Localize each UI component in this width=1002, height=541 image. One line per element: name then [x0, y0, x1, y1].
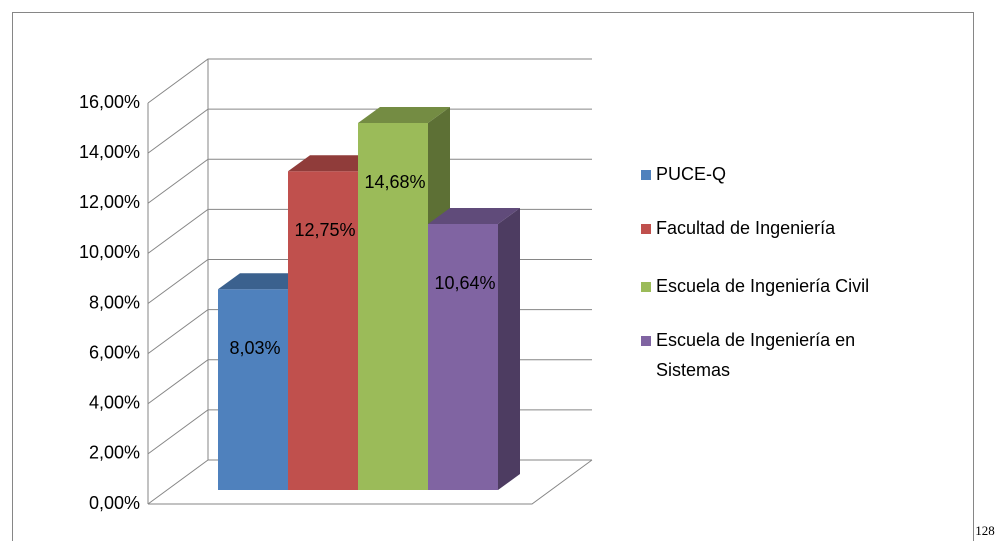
bar-top	[428, 208, 520, 224]
legend-label: PUCE-Q	[656, 164, 726, 184]
bar	[218, 289, 288, 490]
value-label: 14,68%	[364, 172, 425, 192]
floor	[148, 459, 593, 505]
bar-side	[498, 208, 520, 490]
bar-top	[288, 155, 380, 172]
legend-swatch	[641, 282, 651, 292]
legend-label: Escuela de Ingeniería en Sistemas	[656, 330, 855, 380]
legend-label: Facultad de Ingeniería	[656, 218, 836, 238]
bar-top	[358, 107, 450, 123]
y-tick-label: 12,00%	[79, 192, 140, 212]
y-tick-label: 10,00%	[79, 242, 140, 262]
legend-swatch	[641, 170, 651, 180]
value-label: 10,64%	[434, 273, 495, 293]
bar	[358, 123, 428, 490]
y-tick-label: 6,00%	[89, 342, 140, 362]
bar-top	[218, 273, 310, 290]
y-tick-label: 2,00%	[89, 443, 140, 463]
y-tick-label: 16,00%	[79, 92, 140, 112]
bar	[288, 171, 358, 490]
value-label: 8,03%	[229, 338, 280, 358]
legend-swatch	[641, 224, 651, 234]
legend-swatch	[641, 336, 651, 346]
y-tick-label: 4,00%	[89, 393, 140, 413]
y-tick-label: 0,00%	[89, 493, 140, 513]
legend-label: Escuela de Ingeniería Civil	[656, 276, 869, 296]
page-number: 128	[975, 523, 995, 538]
value-label: 12,75%	[294, 220, 355, 240]
bar	[428, 224, 498, 490]
y-tick-label: 8,00%	[89, 292, 140, 312]
y-tick-label: 14,00%	[79, 142, 140, 162]
